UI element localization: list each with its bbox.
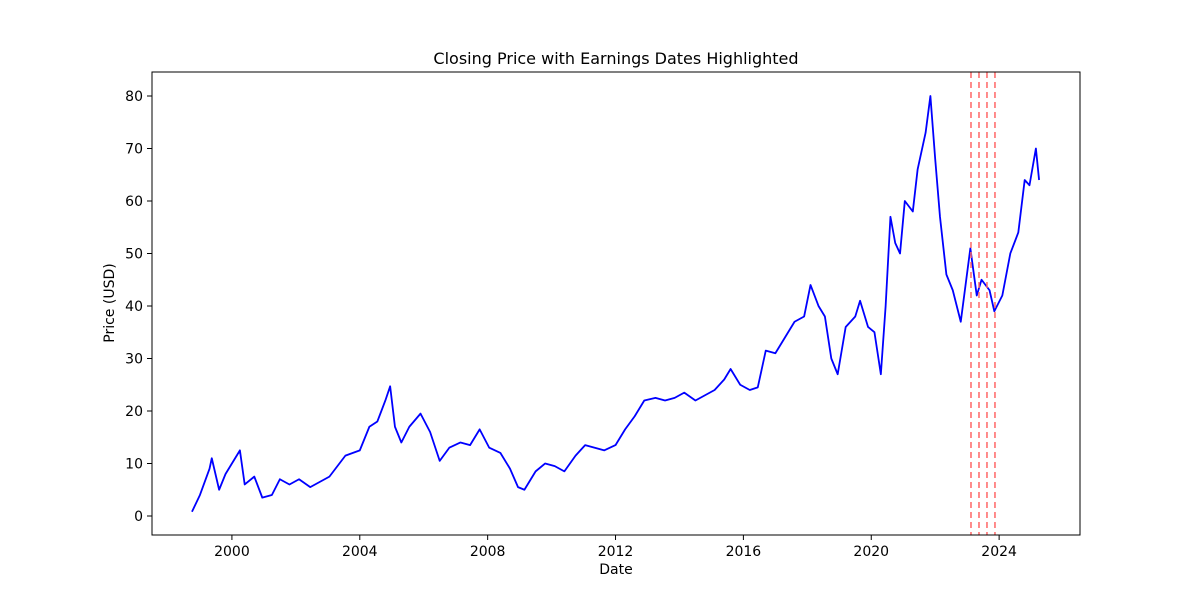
x-tick-label: 2000 [214,544,250,560]
y-tick-label: 0 [134,509,143,525]
y-tick-label: 50 [125,246,143,262]
chart-title: Closing Price with Earnings Dates Highli… [433,49,798,68]
y-tick-label: 80 [125,89,143,105]
x-tick-label: 2008 [470,544,506,560]
price-line [191,95,1040,513]
x-axis-label: Date [599,562,632,578]
y-tick-label: 60 [125,194,143,210]
plot-frame [151,71,1081,536]
x-tick-label: 2004 [342,544,378,560]
y-tick-label: 10 [125,456,143,472]
x-tick-label: 2012 [598,544,634,560]
y-tick-label: 40 [125,299,143,315]
y-tick-label: 30 [125,351,143,367]
x-tick-label: 2020 [853,544,889,560]
y-axis-label: Price (USD) [102,263,118,342]
x-tick-label: 2024 [981,544,1017,560]
x-tick-label: 2016 [726,544,762,560]
y-tick-label: 20 [125,404,143,420]
y-tick-label: 70 [125,141,143,157]
